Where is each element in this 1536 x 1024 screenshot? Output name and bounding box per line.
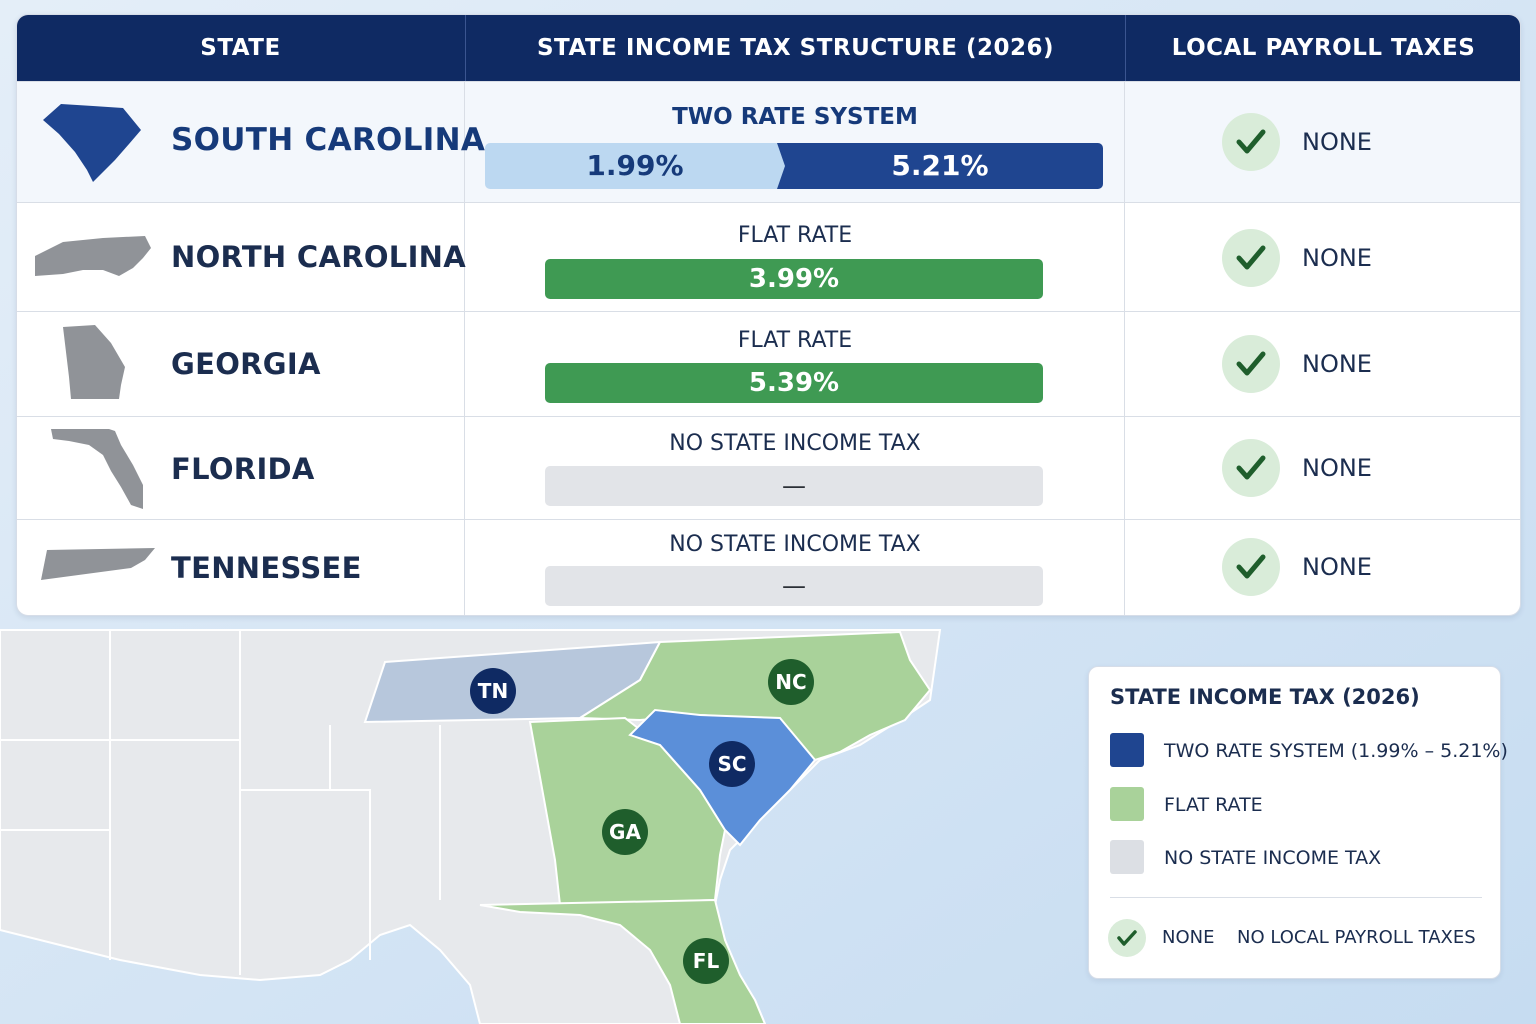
legend-label-flat: FLAT RATE xyxy=(1164,794,1263,816)
local-tax-value: NONE xyxy=(1302,553,1372,581)
check-icon xyxy=(1222,229,1280,287)
flat-rate-bar: 3.99% xyxy=(545,259,1043,299)
map-label-nc: NC xyxy=(768,659,814,705)
local-tax-value: NONE xyxy=(1302,244,1372,272)
state-name: FLORIDA xyxy=(171,452,315,486)
legend-label-none: NO STATE INCOME TAX xyxy=(1164,847,1382,869)
state-name: SOUTH CAROLINA xyxy=(171,122,486,158)
map-label-fl: FL xyxy=(683,938,729,984)
state-name: NORTH CAROLINA xyxy=(171,240,466,274)
map-label-tn: TN xyxy=(470,668,516,714)
structure-label: NO STATE INCOME TAX xyxy=(669,532,921,557)
table-row-north-carolina: NORTH CAROLINA FLAT RATE 3.99% NONE xyxy=(17,202,1520,312)
legend-divider xyxy=(1110,897,1482,898)
state-name: TENNESSEE xyxy=(171,551,362,585)
legend-swatch-flat xyxy=(1110,787,1144,821)
table-row-tennessee: TENNESSEE NO STATE INCOME TAX — NONE xyxy=(17,519,1520,615)
no-tax-bar: — xyxy=(545,566,1043,606)
legend-title: STATE INCOME TAX (2026) xyxy=(1110,685,1420,709)
table-row-south-carolina: SOUTH CAROLINA TWO RATE SYSTEM 1.99% 5.2… xyxy=(17,81,1520,203)
local-tax-value: NONE xyxy=(1302,128,1372,156)
legend-check-icon xyxy=(1108,919,1146,957)
legend-none-label: NONE xyxy=(1162,927,1215,948)
flat-rate-bar: 5.39% xyxy=(545,363,1043,403)
rate-high: 5.21% xyxy=(777,143,1103,189)
table-row-georgia: GEORGIA FLAT RATE 5.39% NONE xyxy=(17,311,1520,417)
table-header: STATE STATE INCOME TAX STRUCTURE (2026) … xyxy=(17,15,1520,81)
florida-shape-icon xyxy=(51,429,143,509)
map-label-sc: SC xyxy=(709,741,755,787)
tennessee-shape-icon xyxy=(41,548,155,580)
map-legend: STATE INCOME TAX (2026) TWO RATE SYSTEM … xyxy=(1088,666,1508,979)
two-rate-bar: 1.99% 5.21% xyxy=(485,143,1103,189)
map-label-ga: GA xyxy=(602,809,648,855)
legend-swatch-none xyxy=(1110,840,1144,874)
map-north-carolina xyxy=(576,630,932,762)
structure-label: NO STATE INCOME TAX xyxy=(669,431,921,456)
header-structure: STATE INCOME TAX STRUCTURE (2026) xyxy=(465,15,1125,81)
legend-no-local-label: NO LOCAL PAYROLL TAXES xyxy=(1237,927,1476,948)
structure-label: FLAT RATE xyxy=(737,223,853,248)
header-state: STATE xyxy=(200,35,281,61)
north-carolina-shape-icon xyxy=(35,236,151,276)
local-tax-value: NONE xyxy=(1302,454,1372,482)
structure-label: FLAT RATE xyxy=(737,328,853,353)
header-local: LOCAL PAYROLL TAXES xyxy=(1125,15,1520,81)
georgia-shape-icon xyxy=(63,325,125,399)
rate-low: 1.99% xyxy=(485,143,785,189)
south-carolina-shape-icon xyxy=(43,104,141,182)
map-florida xyxy=(479,898,767,1024)
legend-label-two-rate: TWO RATE SYSTEM (1.99% – 5.21%) xyxy=(1164,740,1508,762)
table-row-florida: FLORIDA NO STATE INCOME TAX — NONE xyxy=(17,416,1520,520)
check-icon xyxy=(1222,113,1280,171)
no-tax-bar: — xyxy=(545,466,1043,506)
legend-swatch-two-rate xyxy=(1110,733,1144,767)
check-icon xyxy=(1222,538,1280,596)
tax-table: STATE STATE INCOME TAX STRUCTURE (2026) … xyxy=(16,14,1521,616)
check-icon xyxy=(1222,439,1280,497)
local-tax-value: NONE xyxy=(1302,350,1372,378)
structure-label: TWO RATE SYSTEM xyxy=(672,104,918,130)
other-state-borders xyxy=(0,630,441,975)
check-icon xyxy=(1222,335,1280,393)
state-name: GEORGIA xyxy=(171,347,321,381)
